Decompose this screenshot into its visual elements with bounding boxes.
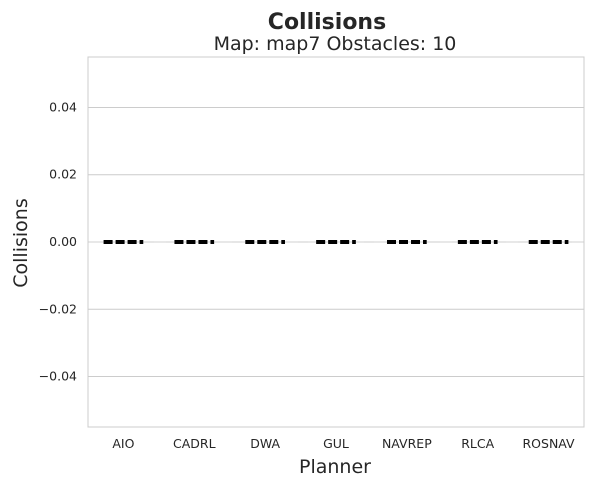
x-tick-label: CADRL [173, 436, 216, 451]
x-tick-label: ROSNAV [523, 436, 576, 451]
y-tick-label: −0.02 [39, 301, 77, 316]
x-axis-label: Planner [299, 456, 371, 478]
x-tick-label: GUL [323, 436, 349, 451]
y-tick-label: 0.00 [49, 234, 77, 249]
plot-area-frame [87, 56, 585, 428]
y-tick-label: 0.02 [49, 167, 77, 182]
chart-title: Collisions [268, 10, 386, 35]
y-axis-label: Collisions [10, 198, 32, 287]
x-tick-labels: AIO CADRL DWA GUL NAVREP RLCA ROSNAV [112, 436, 575, 451]
x-tick-label: NAVREP [382, 436, 432, 451]
x-tick-label: RLCA [461, 436, 494, 451]
x-tick-label: DWA [250, 436, 280, 451]
y-tick-label: 0.04 [49, 99, 77, 114]
x-tick-label: AIO [112, 436, 134, 451]
y-tick-labels: −0.04 −0.02 0.00 0.02 0.04 [39, 99, 77, 383]
y-tick-label: −0.04 [39, 369, 77, 384]
chart-subtitle: Map: map7 Obstacles: 10 [214, 33, 457, 55]
